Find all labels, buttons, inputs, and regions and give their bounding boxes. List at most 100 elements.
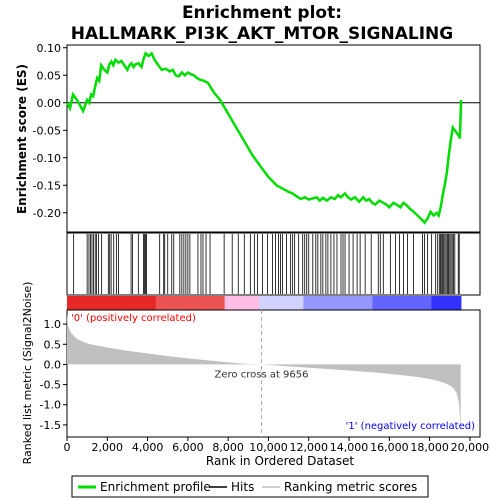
legend-frame	[71, 475, 429, 498]
color-bar-segment	[185, 296, 191, 310]
color-bar-segment	[239, 296, 245, 310]
color-bar-segment	[357, 296, 363, 310]
color-bar-segment	[431, 296, 437, 310]
color-bar-segment	[332, 296, 339, 310]
ranking-x-tick-label: 2,000	[92, 441, 124, 454]
ranking-y-tick-label: -1.0	[40, 399, 61, 412]
color-bar-segment	[101, 296, 107, 310]
ranking-y-tick-label: -0.5	[40, 379, 61, 392]
ranking-y-axis-label: Ranked list metric (Signal2Noise)	[21, 282, 34, 465]
es-y-tick-label: 0.05	[37, 69, 62, 82]
color-bar-segment	[367, 296, 373, 310]
color-bar-segment	[347, 296, 354, 310]
color-bar-segment	[131, 296, 137, 310]
color-bar-segment	[446, 296, 452, 310]
color-bar-segment	[121, 296, 127, 310]
color-bar-segment	[199, 296, 206, 310]
color-bar-segment	[318, 296, 324, 310]
color-bar-segment	[259, 296, 265, 310]
ranking-y-tick-label: 1.0	[44, 318, 62, 331]
color-bar-segment	[436, 296, 442, 310]
color-bar-segment	[204, 296, 211, 310]
es-y-ticks: 0.10 0.05 0.00 -0.05 -0.10 -0.15 -0.20	[33, 42, 67, 220]
color-bar-segment	[145, 296, 152, 310]
ranking-x-ticks: 0 2,000 4,000 6,000 8,000 10,000 12,000 14,000 1…	[64, 437, 490, 454]
hits-panel	[66, 232, 481, 296]
color-bar-segment	[387, 296, 393, 310]
legend-label-enrichment: Enrichment profile	[100, 480, 211, 494]
color-bar-segment	[406, 296, 413, 310]
color-bar-segment	[195, 296, 201, 310]
es-y-tick-label: -0.05	[33, 124, 61, 137]
color-bar-segment	[313, 296, 319, 310]
color-bar-segment	[401, 296, 408, 310]
ranking-x-tick-label: 12,000	[290, 441, 329, 454]
color-bar-segment	[170, 296, 176, 310]
hit-lines	[73, 234, 460, 294]
negative-correlation-label: '1' (negatively correlated)	[346, 421, 475, 432]
color-bar-segment	[91, 296, 97, 310]
legend-label-hits: Hits	[231, 480, 254, 494]
color-bar-segment	[209, 296, 216, 310]
color-bar-segment	[106, 296, 112, 310]
color-bar-segment	[382, 296, 388, 310]
hits-panel-frame	[66, 232, 481, 296]
positive-correlation-label: '0' (positively correlated)	[71, 313, 196, 324]
es-y-tick-label: -0.15	[33, 179, 61, 192]
es-y-tick-label: -0.20	[33, 207, 61, 220]
color-bar-segment	[165, 296, 171, 310]
color-bar-segment	[254, 296, 260, 310]
color-bar-segment	[352, 296, 359, 310]
color-bar-segment	[323, 296, 329, 310]
color-bar-segment	[180, 296, 186, 310]
chart-title-line-2: HALLMARK_PI3K_AKT_MTOR_SIGNALING	[71, 24, 453, 44]
color-bar-segment	[160, 296, 166, 310]
color-bar-segment	[372, 296, 378, 310]
color-bar-segment	[67, 296, 73, 310]
ranking-y-tick-label: -1.5	[40, 419, 61, 432]
color-bar-segment	[234, 296, 240, 310]
ranking-x-tick-label: 14,000	[330, 441, 369, 454]
color-bar-segment	[214, 296, 221, 310]
color-bar-segment	[411, 296, 418, 310]
color-bar-segment	[135, 296, 142, 310]
es-y-tick-label: 0.10	[37, 42, 62, 55]
color-bar-segment	[224, 296, 230, 310]
color-bar-segment	[111, 296, 117, 310]
color-bar-segment	[288, 296, 294, 310]
color-bar-segment	[116, 296, 122, 310]
color-bar-segment	[377, 296, 383, 310]
ranking-x-tick-label: 10,000	[249, 441, 288, 454]
color-bar-segment	[283, 296, 290, 310]
color-bar-segment	[342, 296, 349, 310]
color-bar-segment	[278, 296, 285, 310]
ranking-color-bar	[67, 296, 462, 310]
color-bar-segment	[264, 296, 270, 310]
color-bar-segment	[397, 296, 403, 310]
color-bar-segment	[155, 296, 161, 310]
es-y-tick-label: 0.00	[37, 97, 62, 110]
color-bar-segment	[140, 296, 147, 310]
ranking-y-ticks: 1.0 0.5 0.0 -0.5 -1.0 -1.5	[40, 318, 67, 432]
color-bar-segment	[293, 296, 299, 310]
color-bar-segment	[362, 296, 368, 310]
ranking-y-tick-label: 0.0	[44, 358, 62, 371]
zero-cross-label: Zero cross at 9656	[215, 369, 309, 380]
color-bar-segment	[175, 296, 181, 310]
color-bar-segment	[421, 296, 427, 310]
es-panel: 0.10 0.05 0.00 -0.05 -0.10 -0.15 -0.20 Enrichm…	[15, 42, 481, 233]
color-bar-segment	[328, 296, 334, 310]
color-bar-segment	[71, 296, 78, 310]
color-bar-segment	[249, 296, 255, 310]
color-bar-segment	[96, 296, 102, 310]
ranking-x-tick-label: 18,000	[410, 441, 449, 454]
color-bar-segment	[229, 296, 235, 310]
color-bar-segment	[190, 296, 196, 310]
ranking-x-tick-label: 4,000	[132, 441, 164, 454]
ranking-x-tick-label: 20,000	[451, 441, 490, 454]
es-y-axis-label: Enrichment score (ES)	[15, 64, 29, 214]
ranking-x-tick-label: 6,000	[172, 441, 204, 454]
ranking-panel: 1.0 0.5 0.0 -0.5 -1.0 -1.5 0 2,000 4,000 6,000 8,…	[21, 282, 489, 468]
